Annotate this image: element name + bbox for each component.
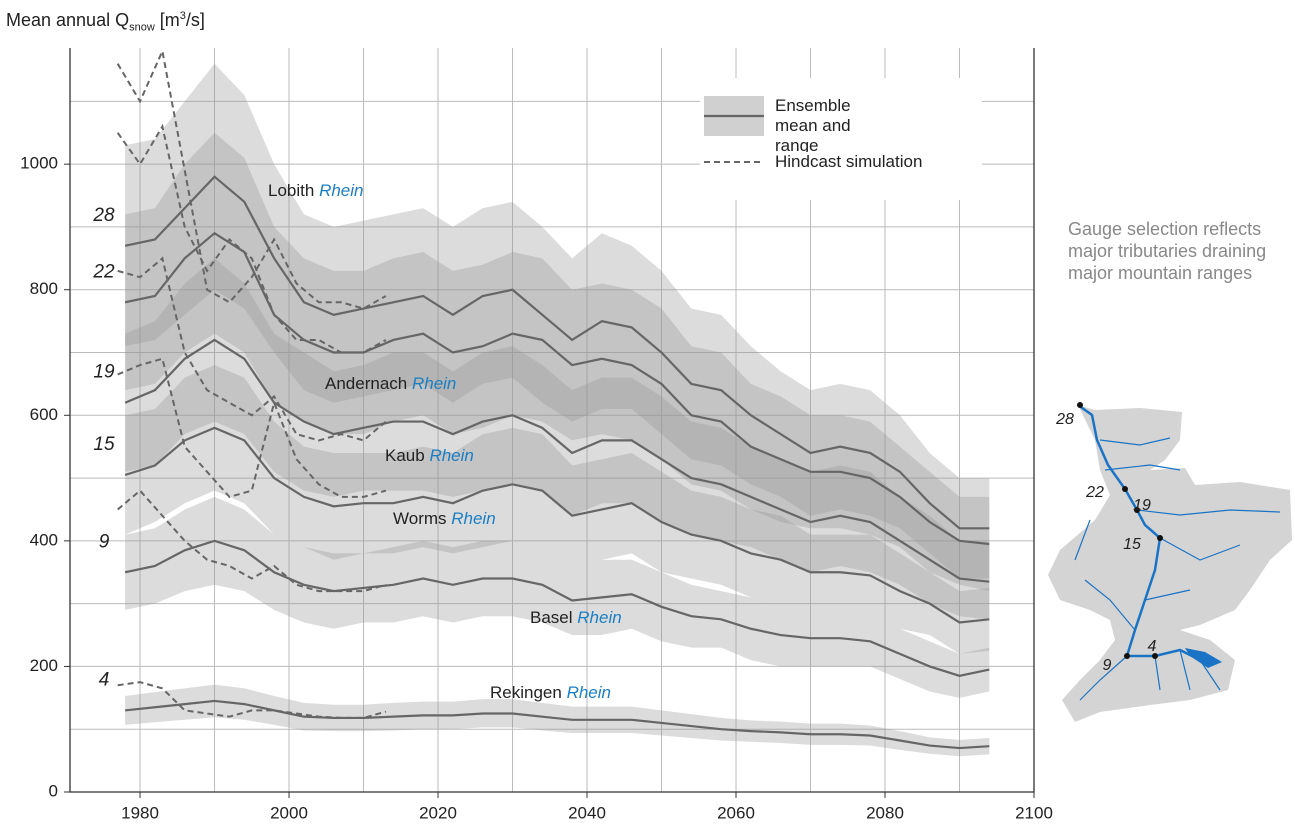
river-name: Rhein bbox=[451, 509, 495, 528]
station-name: Kaub bbox=[385, 446, 425, 465]
river-name: Rhein bbox=[567, 683, 611, 702]
hindcast-line bbox=[116, 47, 387, 310]
y-title-sup: 3 bbox=[179, 10, 186, 22]
station-label: Basel Rhein bbox=[530, 608, 622, 627]
gauge-number: 19 bbox=[93, 362, 115, 383]
map-gauge-number: 15 bbox=[1123, 536, 1141, 553]
axis-frame bbox=[69, 48, 1035, 793]
station-name: Andernach bbox=[325, 374, 407, 393]
gauge-number: 4 bbox=[99, 669, 110, 690]
map-gauge-number: 28 bbox=[1055, 411, 1074, 428]
map bbox=[1048, 403, 1292, 722]
y-title-sub: snow bbox=[129, 21, 155, 34]
tributaries bbox=[1074, 437, 1281, 701]
gauge-number: 9 bbox=[99, 531, 110, 552]
legend-label: Ensemble mean and range bbox=[775, 96, 895, 156]
gauge-number: 28 bbox=[92, 205, 115, 226]
x-tick-label: 2040 bbox=[568, 803, 606, 822]
y-tick-label: 800 bbox=[30, 279, 58, 298]
x-tick-label: 1980 bbox=[121, 803, 159, 822]
map-gauge-number: 4 bbox=[1148, 638, 1157, 655]
station-label: Kaub Rhein bbox=[385, 446, 474, 465]
range-band bbox=[125, 258, 990, 620]
x-tick-label: 2060 bbox=[717, 803, 755, 822]
gauge-dot bbox=[1157, 535, 1163, 541]
station-label: Rekingen Rhein bbox=[490, 683, 611, 702]
map-gauge-number: 9 bbox=[1103, 657, 1112, 674]
note: Gauge selection reflects major tributari… bbox=[1068, 219, 1267, 283]
gauge-number: 15 bbox=[93, 434, 115, 455]
gauge-dot bbox=[1134, 507, 1140, 513]
lake bbox=[1185, 648, 1222, 668]
river-name: Rhein bbox=[319, 181, 363, 200]
x-tick-label: 2020 bbox=[419, 803, 457, 822]
river-name: Rhein bbox=[412, 374, 456, 393]
y-title-unit: [m bbox=[159, 10, 180, 30]
station-name: Basel bbox=[530, 608, 573, 627]
gauge-number: 22 bbox=[92, 261, 115, 282]
station-name: Lobith bbox=[268, 181, 314, 200]
x-tick-label: 2000 bbox=[270, 803, 308, 822]
x-tick-label: 2080 bbox=[866, 803, 904, 822]
basin bbox=[1048, 405, 1292, 722]
station-label: Lobith Rhein bbox=[268, 181, 363, 200]
range-band bbox=[125, 496, 990, 698]
y-tick-label: 1000 bbox=[20, 154, 58, 173]
y-title-text: Mean annual Q bbox=[6, 10, 130, 30]
y-tick-label: 400 bbox=[30, 530, 58, 549]
range-band bbox=[125, 63, 990, 579]
range-band bbox=[125, 365, 990, 654]
station-label: Worms Rhein bbox=[393, 509, 496, 528]
mean-line bbox=[124, 426, 990, 624]
y-tick-label: 600 bbox=[30, 405, 58, 424]
y-axis-title: Mean annual Qsnow [m3/s] bbox=[6, 10, 205, 34]
mean-line bbox=[124, 539, 990, 677]
mean-line bbox=[124, 175, 990, 530]
mean-line bbox=[125, 699, 990, 750]
map-gauge-number: 22 bbox=[1085, 484, 1104, 501]
x-tick-label: 2100 bbox=[1015, 803, 1053, 822]
gauge-dot bbox=[1152, 653, 1158, 659]
station-name: Worms bbox=[393, 509, 447, 528]
range-band bbox=[125, 132, 990, 592]
station-name: Rekingen bbox=[490, 683, 562, 702]
hindcast-line bbox=[117, 256, 387, 442]
station-label: Andernach Rhein bbox=[325, 374, 456, 393]
y-tick-label: 200 bbox=[30, 656, 58, 675]
river-name: Rhein bbox=[429, 446, 473, 465]
legend-label: Hindcast simulation bbox=[775, 152, 975, 172]
y-tick-label: 0 bbox=[49, 781, 58, 800]
mean-line bbox=[124, 231, 990, 546]
map-gauge-number: 19 bbox=[1133, 497, 1151, 514]
gauge-dot bbox=[1124, 653, 1130, 659]
y-title-unit: /s] bbox=[185, 10, 205, 30]
gauge-dot bbox=[1077, 402, 1083, 408]
range-band bbox=[125, 684, 990, 757]
mean-line bbox=[124, 338, 990, 583]
river-name: Rhein bbox=[577, 608, 621, 627]
gauge-dot bbox=[1122, 486, 1128, 492]
